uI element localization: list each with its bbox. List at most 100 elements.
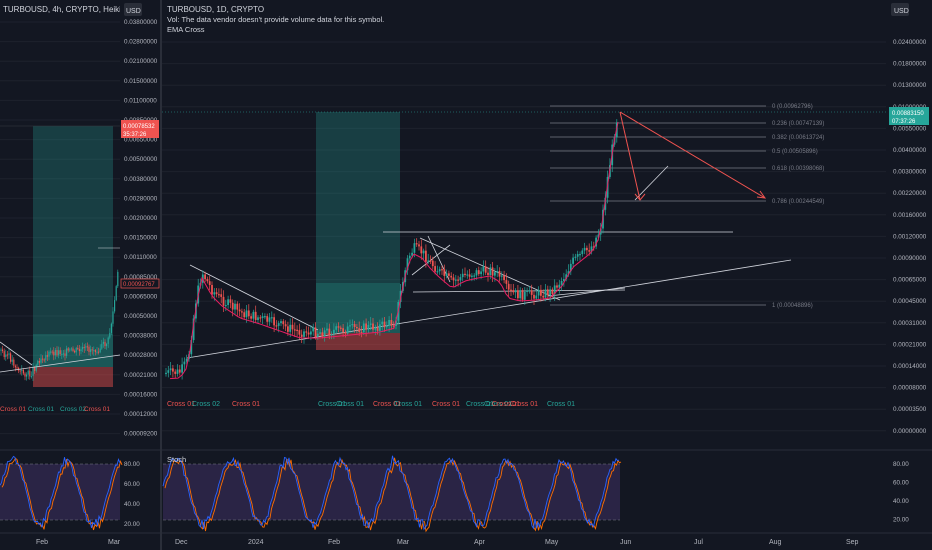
left-price-tick: 0.00065000 [124,293,158,300]
left-price-tick: 0.00110000 [124,254,157,261]
candle [496,271,499,273]
candle [468,274,471,277]
right-currency-badge[interactable] [891,3,909,16]
candle [321,332,324,337]
candle [11,359,13,362]
candle [42,358,44,360]
right-price-tick: 0.00090000 [893,255,927,262]
candle [70,348,72,350]
candle [85,346,87,348]
time-axis[interactable]: Dec 2024 Feb Mar Apr May Jun Jul Aug Sep Feb Mar [0,532,932,546]
candle [365,323,367,330]
candle [268,317,271,322]
candle [231,302,234,310]
candle [64,353,66,356]
candle [537,289,540,296]
left-stoch-d [1,457,123,531]
candle [293,329,296,331]
candle [101,343,103,349]
fib-retracement[interactable]: 0 (0.00962796) 0.236 (0.00747139) 0.382 (0… [550,104,824,309]
position-boxes [316,112,400,350]
left-price-axis[interactable]: USD 0.03800000 0.02800000 0.02100000 0.0150… [120,0,160,548]
right-stoch-pane[interactable]: Stoch 80.00 60.00 40.00 20.00 [162,449,932,533]
candle [599,228,602,235]
candle [98,351,100,353]
candle [443,269,446,276]
stoch-label[interactable]: Stoch [167,455,186,464]
candle [266,316,269,322]
candle [280,321,282,324]
ema-cross-label: Cross 01 [84,406,110,413]
candle [500,275,503,277]
left-price-ticks: 0.03800000 0.02800000 0.02100000 0.01500000… [124,19,158,438]
stoch-tick: 40.00 [124,501,140,508]
candle [491,267,494,276]
candle [96,351,98,353]
candle [353,324,356,327]
right-price-tick: 0.00300000 [893,169,927,176]
candle [438,269,441,272]
candle [229,299,232,303]
indicator-label[interactable]: EMA Cross [167,25,205,34]
candle [323,330,326,337]
candle [213,292,216,295]
long-box-profit [316,112,400,283]
fib-level-label: 0.236 (0.00747139) [772,121,824,127]
right-price-tick: 0.01800000 [893,61,927,68]
candle [35,364,37,371]
right-chart-panel[interactable]: 0 (0.00962796) 0.236 (0.00747139) 0.382 (0… [162,5,886,432]
left-chart-panel[interactable]: TURBOUSD, 4h, CRYPTO, Heikin Ashi [0,5,143,435]
fib-level-label: 0 (0.00962796) [772,104,813,110]
candle [289,324,292,332]
left-price-tick: 0.00280000 [124,195,158,202]
right-stoch-ticks: 80.00 60.00 40.00 20.00 [893,461,909,524]
candle [549,289,551,296]
left-price-tick: 0.00380000 [124,176,158,183]
candle [413,243,416,253]
fib-level-label: 0.382 (0.00613724) [772,135,824,141]
time-label: Mar [397,539,410,546]
candle [115,286,117,301]
left-currency-badge[interactable] [124,3,142,16]
left-price-tick: 0.00016000 [124,391,158,398]
candle [298,330,301,335]
right-price-tick: 0.00003500 [893,406,927,413]
candle [533,294,535,299]
right-price-axis[interactable]: USD 0.024000000.018000000.013000000.0100… [886,0,932,548]
right-price-tick: 0.00065000 [893,277,927,284]
candle [360,331,363,334]
right-last-price: 0.00883150 [892,111,924,117]
left-price-tick: 0.00650000 [124,137,158,144]
candle [567,271,570,275]
candle [441,269,443,271]
ema-cross-label: Cross 01 [547,401,575,408]
candle [261,316,264,318]
trendline [189,264,319,331]
candle [110,323,112,333]
candle [53,351,55,356]
candle [528,290,531,292]
left-price-tick: 0.00021000 [124,372,158,379]
candle [273,317,275,326]
candle [590,246,593,252]
candle [24,373,26,377]
candle [67,348,69,351]
candle [114,300,116,312]
candle [300,334,303,337]
ema-cross-label: Cross 01 [318,401,346,408]
candle [406,258,409,271]
right-price-tick: 0.01300000 [893,82,927,89]
left-marker-price: 0.00092767 [123,282,155,288]
candle [498,271,501,277]
right-price-tick: 0.00000000 [893,428,927,435]
candle [464,273,466,275]
trendlines[interactable] [162,111,886,359]
left-price-tick: 0.00009200 [124,431,158,438]
candle [284,324,287,327]
candle [296,329,298,331]
candle [431,260,434,267]
candle [314,327,317,337]
left-stoch-pane[interactable]: 80.00 60.00 40.00 20.00 [0,449,160,531]
candle [344,332,347,334]
